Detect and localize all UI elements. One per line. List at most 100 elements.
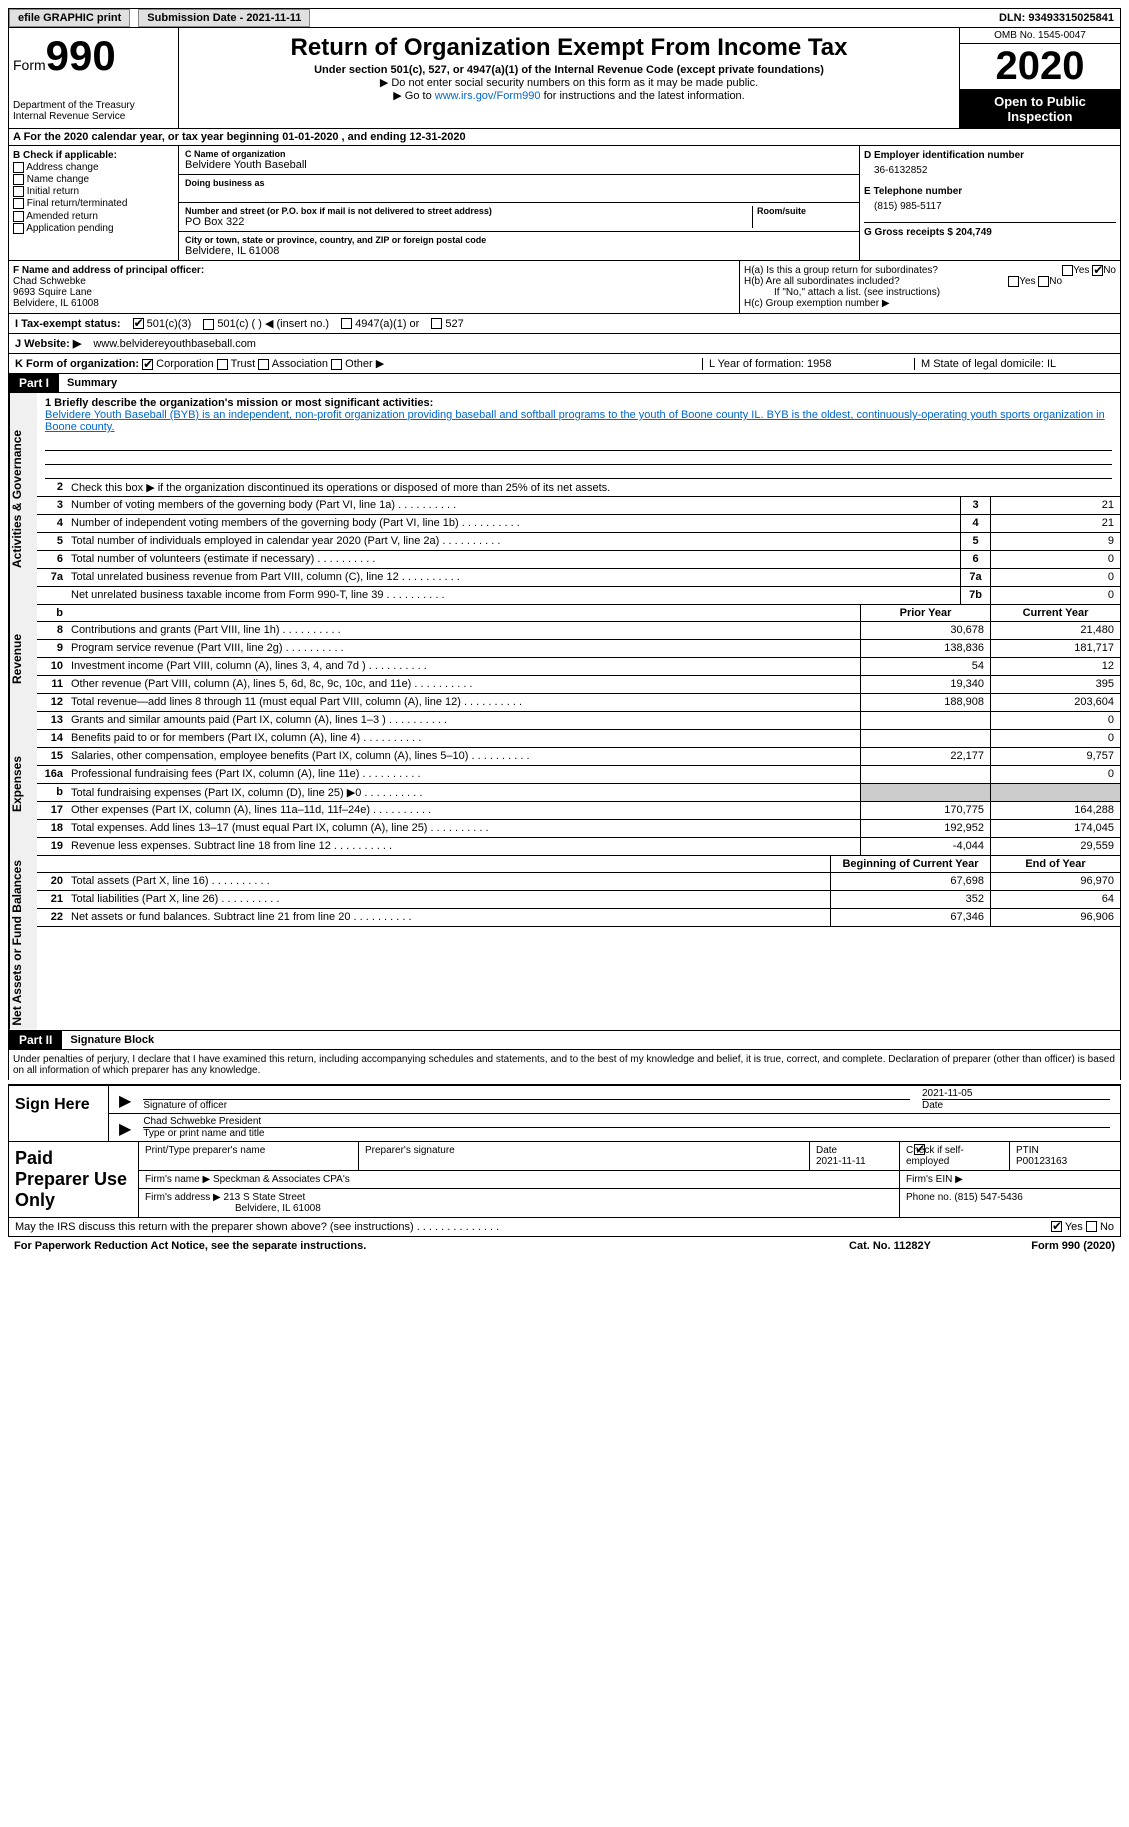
hdr-prior-year: Prior Year xyxy=(860,605,990,621)
block-k: K Form of organization: Corporation Trus… xyxy=(8,354,1121,374)
dln: DLN: 93493315025841 xyxy=(999,12,1120,24)
ha-yes[interactable] xyxy=(1062,265,1073,276)
form-foot: Form 990 (2020) xyxy=(965,1240,1115,1252)
part2-header: Part II xyxy=(9,1031,62,1049)
block-d: D Employer identification number 36-6132… xyxy=(860,146,1120,260)
officer-print-name: Chad Schwebke President xyxy=(143,1116,1110,1127)
prep-date: 2021-11-11 xyxy=(816,1156,866,1167)
chk-initial[interactable] xyxy=(13,186,24,197)
firm-addr2: Belvidere, IL 61008 xyxy=(145,1203,321,1214)
officer-addr2: Belvidere, IL 61008 xyxy=(13,298,735,309)
chk-501c[interactable] xyxy=(203,319,214,330)
chk-corp[interactable] xyxy=(142,359,153,370)
hb-no[interactable] xyxy=(1038,276,1049,287)
table-row: 21Total liabilities (Part X, line 26)352… xyxy=(37,891,1120,909)
table-row: Net unrelated business taxable income fr… xyxy=(37,587,1120,605)
chk-self-employed[interactable] xyxy=(914,1144,925,1155)
preparer-label: Paid Preparer Use Only xyxy=(9,1142,139,1217)
city: Belvidere, IL 61008 xyxy=(185,245,853,257)
chk-final[interactable] xyxy=(13,198,24,209)
prep-sig-label: Preparer's signature xyxy=(359,1142,810,1170)
website-url: www.belvidereyouthbaseball.com xyxy=(93,338,256,350)
hc: H(c) Group exemption number ▶ xyxy=(744,298,1116,309)
hb-yes[interactable] xyxy=(1008,276,1019,287)
table-row: 10Investment income (Part VIII, column (… xyxy=(37,658,1120,676)
table-row: 20Total assets (Part X, line 16)67,69896… xyxy=(37,873,1120,891)
year-formation: L Year of formation: 1958 xyxy=(702,358,902,370)
form-title: Return of Organization Exempt From Incom… xyxy=(183,34,955,62)
room-label: Room/suite xyxy=(757,206,853,216)
chk-amended[interactable] xyxy=(13,211,24,222)
table-row: bTotal fundraising expenses (Part IX, co… xyxy=(37,784,1120,802)
sig-date: 2021-11-05 xyxy=(922,1088,1110,1099)
city-label: City or town, state or province, country… xyxy=(185,235,853,245)
part1-title: Summary xyxy=(59,377,117,389)
block-c: C Name of organization Belvidere Youth B… xyxy=(179,146,860,260)
sig-of-officer: Signature of officer xyxy=(143,1099,910,1111)
firm-name: Speckman & Associates CPA's xyxy=(213,1174,350,1185)
website-row: J Website: ▶ www.belvidereyouthbaseball.… xyxy=(8,334,1121,354)
note-ssn: ▶ Do not enter social security numbers o… xyxy=(183,76,955,89)
chk-address[interactable] xyxy=(13,162,24,173)
discuss-yes[interactable] xyxy=(1051,1221,1062,1232)
irs-link[interactable]: www.irs.gov/Form990 xyxy=(435,90,541,102)
chk-501c3[interactable] xyxy=(133,318,144,329)
inspection-label: Open to Public Inspection xyxy=(960,90,1120,128)
table-row: 3Number of voting members of the governi… xyxy=(37,497,1120,515)
table-row: 9Program service revenue (Part VIII, lin… xyxy=(37,640,1120,658)
chk-name[interactable] xyxy=(13,174,24,185)
table-row: 13Grants and similar amounts paid (Part … xyxy=(37,712,1120,730)
block-b: B Check if applicable: Address change Na… xyxy=(9,146,179,260)
table-row: 7aTotal unrelated business revenue from … xyxy=(37,569,1120,587)
prep-name-label: Print/Type preparer's name xyxy=(139,1142,359,1170)
side-net-assets: Net Assets or Fund Balances xyxy=(9,856,37,1030)
table-row: 17Other expenses (Part IX, column (A), l… xyxy=(37,802,1120,820)
addr-label: Number and street (or P.O. box if mail i… xyxy=(185,206,748,216)
chk-trust[interactable] xyxy=(217,359,228,370)
discuss-no[interactable] xyxy=(1086,1221,1097,1232)
dept-label: Department of the Treasury Internal Reve… xyxy=(13,100,174,122)
ha-no[interactable] xyxy=(1092,265,1103,276)
chk-pending[interactable] xyxy=(13,223,24,234)
firm-ein-label: Firm's EIN ▶ xyxy=(900,1171,1120,1188)
block-h: H(a) Is this a group return for subordin… xyxy=(740,261,1120,313)
efile-button[interactable]: efile GRAPHIC print xyxy=(9,9,130,27)
header-right: OMB No. 1545-0047 2020 Open to Public In… xyxy=(960,28,1120,128)
table-row: 16aProfessional fundraising fees (Part I… xyxy=(37,766,1120,784)
org-name-label: C Name of organization xyxy=(185,149,853,159)
sig-note: Under penalties of perjury, I declare th… xyxy=(8,1050,1121,1080)
table-row: 12Total revenue—add lines 8 through 11 (… xyxy=(37,694,1120,712)
block-f: F Name and address of principal officer:… xyxy=(9,261,740,313)
discuss-question: May the IRS discuss this return with the… xyxy=(15,1221,1051,1233)
note-link: ▶ Go to www.irs.gov/Form990 for instruct… xyxy=(183,89,955,102)
table-row: 15Salaries, other compensation, employee… xyxy=(37,748,1120,766)
pra-notice: For Paperwork Reduction Act Notice, see … xyxy=(14,1240,815,1252)
side-revenue: Revenue xyxy=(9,605,37,712)
table-row: 19Revenue less expenses. Subtract line 1… xyxy=(37,838,1120,856)
dba-label: Doing business as xyxy=(185,178,853,188)
period-bar: A For the 2020 calendar year, or tax yea… xyxy=(8,129,1121,146)
mission-text: Belvidere Youth Baseball (BYB) is an ind… xyxy=(45,409,1112,433)
phone-label: E Telephone number xyxy=(864,186,1116,197)
chk-assoc[interactable] xyxy=(258,359,269,370)
block-b-label: B Check if applicable: xyxy=(13,150,174,161)
arrow-icon: ▶ xyxy=(113,1091,137,1111)
table-row: 22Net assets or fund balances. Subtract … xyxy=(37,909,1120,927)
chk-4947[interactable] xyxy=(341,318,352,329)
status-row: I Tax-exempt status: 501(c)(3) 501(c) ( … xyxy=(8,314,1121,334)
chk-527[interactable] xyxy=(431,318,442,329)
officer-name: Chad Schwebke xyxy=(13,276,735,287)
arrow-icon: ▶ xyxy=(113,1119,137,1139)
side-expenses: Expenses xyxy=(9,712,37,856)
hb-note: If "No," attach a list. (see instruction… xyxy=(744,287,1116,298)
officer-addr1: 9693 Squire Lane xyxy=(13,287,735,298)
table-row: 5Total number of individuals employed in… xyxy=(37,533,1120,551)
chk-other[interactable] xyxy=(331,359,342,370)
table-row: 6Total number of volunteers (estimate if… xyxy=(37,551,1120,569)
top-bar: efile GRAPHIC print Submission Date - 20… xyxy=(8,8,1121,28)
addr: PO Box 322 xyxy=(185,216,748,228)
sign-here-label: Sign Here xyxy=(9,1086,109,1141)
form-word: Form xyxy=(13,57,46,73)
cat-no: Cat. No. 11282Y xyxy=(815,1240,965,1252)
form-number: 990 xyxy=(46,32,116,79)
